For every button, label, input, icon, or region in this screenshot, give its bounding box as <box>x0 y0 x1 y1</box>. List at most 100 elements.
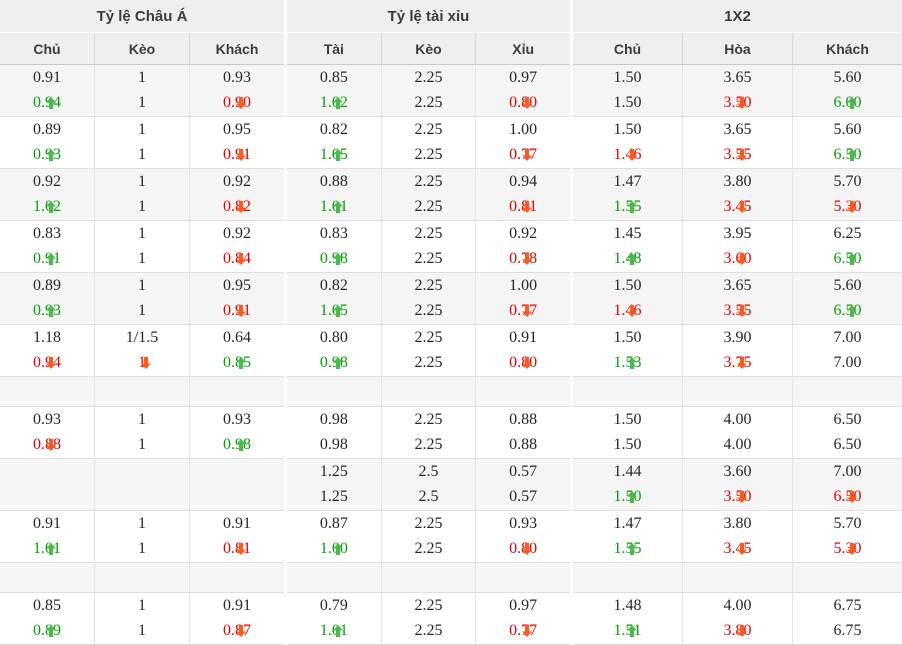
odds-value: 3.50 <box>723 94 752 112</box>
empty-cell <box>793 377 902 406</box>
odds-row: 1.50 1.50 4.00 4.00 6.50 6.50 <box>573 407 902 459</box>
odds-value-line: 2.25 <box>382 593 476 619</box>
odds-cell: 7.00 7.00 <box>793 325 902 376</box>
odds-cell: 4.00 3.80 <box>683 593 793 644</box>
down-arrow-icon <box>736 201 747 214</box>
odds-row: 1.50 1.46 3.65 3.55 5.60 6.50 <box>573 273 902 325</box>
odds-cell: 0.94 0.81 <box>476 169 570 220</box>
odds-cell: 6.25 6.50 <box>793 221 902 272</box>
odds-value-line: 0.91 <box>190 143 284 169</box>
odds-cell: 1.50 1.46 <box>573 273 683 324</box>
odds-value: 1/1.5 <box>125 328 159 346</box>
odds-cell: 7.00 6.50 <box>793 459 902 510</box>
odds-cell: 0.85 1.02 <box>287 65 382 116</box>
odds-value-line: 0.87 <box>287 511 381 537</box>
odds-cell: 5.60 6.50 <box>793 273 902 324</box>
odds-value-line: 5.60 <box>793 273 902 299</box>
odds-value-line: 6.75 <box>793 619 902 645</box>
odds-value-line: 0.91 <box>190 593 284 619</box>
up-arrow-icon <box>46 253 56 266</box>
odds-value: 0.98 <box>319 436 348 454</box>
odds-cell: 6.75 6.75 <box>793 593 902 644</box>
odds-value-line: 3.75 <box>683 351 792 377</box>
odds-value: 3.65 <box>723 120 752 138</box>
odds-value: 3.55 <box>723 146 752 164</box>
up-arrow-icon <box>46 543 56 556</box>
odds-value-line <box>190 459 284 485</box>
odds-value: 2.25 <box>414 172 443 190</box>
odds-value-line: 3.45 <box>683 195 792 221</box>
odds-value-line: 3.50 <box>683 91 792 117</box>
odds-value: 0.92 <box>33 172 61 190</box>
odds-cell: 5.70 5.30 <box>793 511 902 562</box>
odds-row: 0.80 0.98 2.25 2.25 0.91 0.80 <box>287 325 570 377</box>
odds-value-line: 5.60 <box>793 65 902 91</box>
down-arrow-icon <box>522 543 533 556</box>
odds-value-line: 2.25 <box>382 325 476 351</box>
odds-row: 0.82 1.05 2.25 2.25 1.00 0.77 <box>287 273 570 325</box>
up-arrow-icon <box>846 97 857 110</box>
odds-value-line: 0.98 <box>287 351 381 377</box>
spacer-row <box>0 377 284 407</box>
odds-row: 1.50 1.50 3.65 3.50 5.60 6.00 <box>573 65 902 117</box>
odds-value-line: 1.53 <box>573 351 682 377</box>
odds-row: 1.47 1.55 3.80 3.45 5.70 5.30 <box>573 169 902 221</box>
odds-value-line: 1 <box>95 117 189 143</box>
odds-row: 1.18 0.94 1/1.5 1 0.64 0.85 <box>0 325 284 377</box>
odds-value-line: 0.82 <box>287 117 381 143</box>
odds-cell: 3.65 3.50 <box>683 65 793 116</box>
odds-value: 0.91 <box>223 302 251 320</box>
odds-value-line: 0.81 <box>190 537 284 563</box>
odds-value: 1 <box>138 250 146 268</box>
odds-cell: 0.95 0.91 <box>190 273 284 324</box>
odds-value: 1 <box>138 198 146 216</box>
odds-value: 1.50 <box>613 410 642 428</box>
odds-cell: 0.95 0.91 <box>190 117 284 168</box>
odds-value-line: 1.48 <box>573 247 682 273</box>
odds-value: 0.80 <box>509 540 538 558</box>
odds-value-line: 0.82 <box>190 195 284 221</box>
odds-value: 0.88 <box>319 172 348 190</box>
odds-value-line: 1.51 <box>573 619 682 645</box>
odds-value: 5.70 <box>833 172 862 190</box>
odds-value-line: 1/1.5 <box>95 325 189 351</box>
up-arrow-icon <box>332 305 343 318</box>
empty-cell <box>190 377 284 406</box>
odds-value: 1 <box>138 146 146 164</box>
odds-value-line: 1 <box>95 195 189 221</box>
odds-value-line <box>0 459 94 485</box>
odds-row: 1.47 1.55 3.80 3.45 5.70 5.30 <box>573 511 902 563</box>
odds-cell: 3.65 3.55 <box>683 117 793 168</box>
column-header-handicap: Kèo <box>95 33 190 64</box>
odds-value-line: 3.50 <box>683 485 792 511</box>
odds-cell: 1.25 1.25 <box>287 459 382 510</box>
odds-cell: 0.92 0.82 <box>190 169 284 220</box>
odds-value: 1 <box>138 120 146 138</box>
odds-cell: 0.92 0.84 <box>190 221 284 272</box>
odds-cell: 2.25 2.25 <box>382 65 477 116</box>
odds-value: 2.25 <box>414 146 443 164</box>
odds-value: 5.60 <box>833 120 862 138</box>
odds-value-line: 2.25 <box>382 117 476 143</box>
odds-value: 2.25 <box>414 410 443 428</box>
down-arrow-icon <box>46 439 56 452</box>
odds-value: 2.25 <box>414 596 443 614</box>
odds-value: 0.90 <box>223 94 251 112</box>
odds-value: 1.25 <box>319 462 348 480</box>
odds-value: 2.25 <box>414 436 443 454</box>
odds-row: 0.890.93110.950.91 <box>0 273 284 325</box>
odds-value-line: 1.47 <box>573 511 682 537</box>
odds-value-line: 1 <box>95 169 189 195</box>
odds-value: 0.64 <box>223 328 251 346</box>
odds-value: 0.93 <box>509 514 538 532</box>
odds-cell: 3.60 3.50 <box>683 459 793 510</box>
odds-value-line: 1.00 <box>476 117 570 143</box>
odds-value: 1 <box>138 596 146 614</box>
odds-value: 2.25 <box>414 276 443 294</box>
odds-value: 1 <box>138 540 146 558</box>
odds-cell: 4.00 4.00 <box>683 407 793 458</box>
